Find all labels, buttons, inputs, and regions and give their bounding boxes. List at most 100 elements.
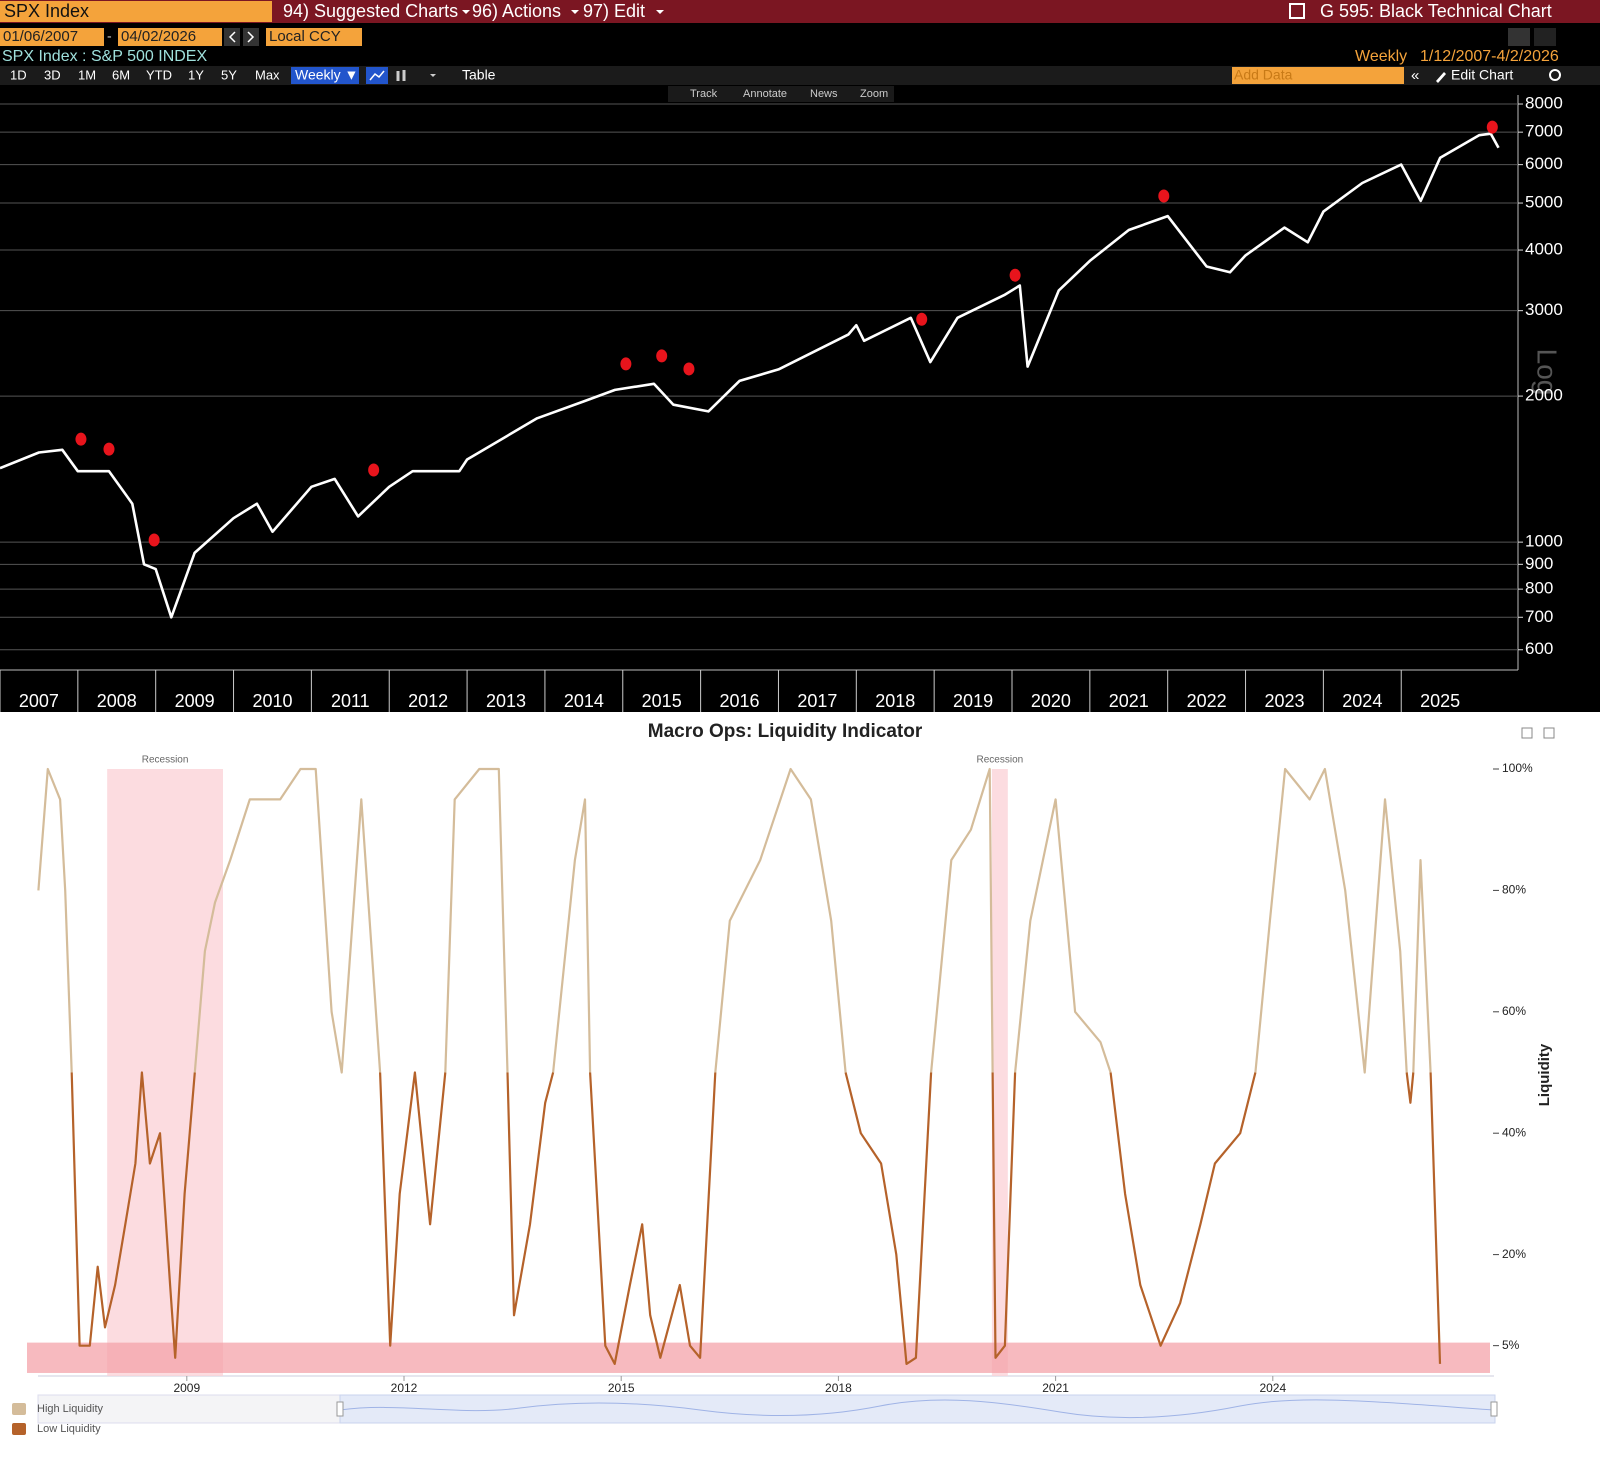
date-box[interactable] bbox=[0, 28, 104, 46]
signal-marker bbox=[148, 533, 160, 547]
ticker: SPX Index bbox=[4, 1, 89, 21]
currency: Local CCY bbox=[269, 28, 341, 45]
x-tick-label: 2024 bbox=[1342, 691, 1382, 711]
period-button[interactable]: 1M bbox=[78, 67, 96, 82]
screen-title: G 595: Black Technical Chart bbox=[1320, 1, 1552, 21]
add-data-box[interactable] bbox=[1232, 67, 1404, 84]
y-tick-label: 80% bbox=[1502, 883, 1526, 897]
x-tick-label: 2017 bbox=[797, 691, 837, 711]
tool-strip bbox=[668, 86, 894, 102]
recession-band bbox=[107, 769, 223, 1376]
frequency-button[interactable]: Weekly ▼ bbox=[295, 67, 358, 83]
period-button[interactable]: 1Y bbox=[188, 67, 204, 82]
x-tick-label: 2019 bbox=[953, 691, 993, 711]
next-btn[interactable] bbox=[243, 28, 259, 46]
panel-icon[interactable] bbox=[1543, 727, 1555, 739]
pencil-icon bbox=[1436, 72, 1446, 83]
ccy-box[interactable] bbox=[266, 28, 362, 46]
x-tick-label: 2018 bbox=[875, 691, 915, 711]
title-bar bbox=[0, 0, 1600, 23]
undo-btn[interactable] bbox=[1508, 28, 1530, 46]
menu-item[interactable]: 96) Actions bbox=[472, 1, 561, 21]
x-tick-label: 2021 bbox=[1042, 1381, 1069, 1395]
signal-marker bbox=[1009, 268, 1021, 282]
liquidity-line bbox=[70, 1071, 1442, 1365]
collapse[interactable]: « bbox=[1411, 67, 1419, 84]
legend-swatch bbox=[12, 1403, 26, 1415]
recession-label: Recession bbox=[142, 755, 189, 766]
signal-marker bbox=[103, 442, 115, 456]
navigator-handle[interactable] bbox=[336, 1401, 344, 1417]
toolbar bbox=[0, 66, 1600, 85]
price-line bbox=[0, 132, 1500, 619]
signal-marker bbox=[916, 312, 928, 326]
period-button[interactable]: 5Y bbox=[221, 67, 237, 82]
x-tick-label: 2025 bbox=[1420, 691, 1460, 711]
date-box[interactable] bbox=[118, 28, 222, 46]
x-tick-label: 2012 bbox=[391, 1381, 418, 1395]
x-tick-label: 2016 bbox=[720, 691, 760, 711]
x-tick-label: 2015 bbox=[608, 1381, 635, 1395]
navigator-handle[interactable] bbox=[1490, 1401, 1498, 1417]
signal-marker bbox=[1158, 189, 1170, 203]
log-label: Log bbox=[1532, 349, 1563, 396]
tool[interactable]: Annotate bbox=[743, 88, 787, 100]
chart-title: Macro Ops: Liquidity Indicator bbox=[648, 721, 923, 742]
low-zone bbox=[27, 1342, 1490, 1373]
ticker-box[interactable] bbox=[0, 1, 272, 22]
menu-item[interactable]: 94) Suggested Charts bbox=[283, 1, 458, 21]
legend-label: Low Liquidity bbox=[37, 1423, 101, 1435]
y-axis-title: Liquidity bbox=[1536, 1043, 1553, 1106]
tool[interactable]: News bbox=[810, 88, 838, 100]
legend-swatch bbox=[12, 1423, 26, 1435]
x-tick-label: 2022 bbox=[1187, 691, 1227, 711]
navigator-left bbox=[37, 1394, 341, 1424]
panel-icon[interactable] bbox=[1521, 727, 1533, 739]
period-button[interactable]: Max bbox=[255, 67, 280, 82]
menu-item[interactable]: 97) Edit bbox=[583, 1, 645, 21]
y-tick-label: 1000 bbox=[1525, 532, 1563, 551]
add-data: Add Data bbox=[1234, 67, 1293, 83]
y-tick-label: 800 bbox=[1525, 579, 1553, 598]
period-button[interactable]: YTD bbox=[146, 67, 172, 82]
terminal-bg bbox=[0, 0, 1600, 712]
period-button[interactable]: 6M bbox=[112, 67, 130, 82]
candle-icon[interactable] bbox=[396, 70, 406, 81]
recession-label: Recession bbox=[977, 755, 1024, 766]
table-button[interactable]: Table bbox=[462, 67, 496, 83]
y-tick-label: 600 bbox=[1525, 639, 1553, 658]
prev-btn[interactable] bbox=[224, 28, 240, 46]
y-tick-label: 8000 bbox=[1525, 94, 1563, 113]
signal-marker bbox=[656, 349, 668, 363]
x-tick-label: 2007 bbox=[19, 691, 59, 711]
dropdown bbox=[430, 74, 436, 77]
y-tick-label: 20% bbox=[1502, 1247, 1526, 1261]
x-tick-label: 2024 bbox=[1259, 1381, 1286, 1395]
navigator-wave bbox=[339, 1399, 1495, 1419]
y-tick-label: 6000 bbox=[1525, 154, 1563, 173]
x-tick-label: 2009 bbox=[175, 691, 215, 711]
end-date: 04/02/2026 bbox=[121, 28, 196, 45]
period-button[interactable]: 1D bbox=[10, 67, 27, 82]
redo-btn[interactable] bbox=[1534, 28, 1556, 46]
settings-icon[interactable] bbox=[1549, 69, 1561, 81]
period-button[interactable]: 3D bbox=[44, 67, 61, 82]
edit-chart[interactable]: Edit Chart bbox=[1451, 67, 1513, 83]
frequency-btn-bg[interactable] bbox=[291, 67, 359, 84]
line-glyph bbox=[369, 70, 385, 81]
tool[interactable]: Zoom bbox=[860, 88, 888, 100]
tool[interactable]: Track bbox=[690, 88, 718, 100]
recession-band bbox=[991, 769, 1008, 1376]
y-tick-label: 4000 bbox=[1525, 240, 1563, 259]
signal-marker bbox=[620, 357, 632, 371]
y-tick-label: 700 bbox=[1525, 607, 1553, 626]
x-tick-label: 2011 bbox=[331, 691, 370, 711]
popout-icon[interactable] bbox=[1289, 3, 1305, 19]
x-tick-label: 2014 bbox=[564, 691, 604, 711]
y-tick-label: 60% bbox=[1502, 1004, 1526, 1018]
y-tick-label: 5000 bbox=[1525, 193, 1563, 212]
signal-marker bbox=[1486, 120, 1498, 134]
dash: - bbox=[107, 28, 112, 44]
